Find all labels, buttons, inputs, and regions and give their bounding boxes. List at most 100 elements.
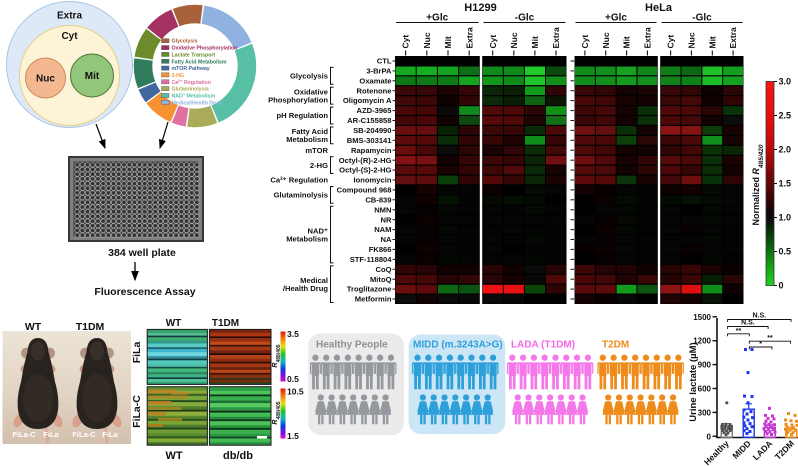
svg-text:CTL: CTL: [377, 57, 392, 66]
svg-text:Fluorescence Assay: Fluorescence Assay: [94, 286, 195, 298]
svg-text:SB-204990: SB-204990: [353, 126, 391, 135]
svg-text:Extra: Extra: [57, 11, 82, 22]
svg-text:/Health Drug: /Health Drug: [283, 284, 329, 293]
svg-text:NR: NR: [381, 215, 392, 224]
svg-text:1.5: 1.5: [779, 179, 792, 189]
svg-text:1500: 1500: [693, 313, 711, 322]
svg-text:FiLa-C: FiLa-C: [12, 430, 36, 439]
svg-text:Compound 968: Compound 968: [337, 186, 392, 195]
svg-text:Cyt: Cyt: [666, 35, 676, 49]
svg-text:Lactate Transport: Lactate Transport: [172, 52, 216, 58]
svg-text:Glycolysis: Glycolysis: [290, 72, 328, 81]
svg-text:Oxidative: Oxidative: [294, 88, 328, 97]
svg-text:1.5: 1.5: [287, 431, 299, 441]
svg-text:NAM: NAM: [374, 225, 391, 234]
svg-text:+Glc: +Glc: [605, 13, 627, 24]
svg-text:Cyt: Cyt: [61, 31, 78, 42]
svg-text:Nuc: Nuc: [509, 32, 519, 48]
svg-text:Mit: Mit: [443, 36, 453, 48]
svg-text:N.S.: N.S.: [752, 313, 766, 320]
svg-text:2-HG: 2-HG: [310, 161, 328, 170]
svg-text:FiLa: FiLa: [102, 430, 118, 439]
svg-text:Metformin: Metformin: [355, 295, 392, 304]
svg-text:0.5: 0.5: [287, 374, 299, 384]
svg-text:2-HG: 2-HG: [172, 73, 184, 79]
svg-text:Glycolysis: Glycolysis: [172, 39, 198, 45]
svg-text:NAD⁺: NAD⁺: [308, 226, 328, 235]
svg-text:NMN: NMN: [374, 205, 391, 214]
svg-text:LADA (T1DM): LADA (T1DM): [511, 340, 575, 351]
svg-text:300: 300: [698, 408, 712, 417]
svg-text:Healthy: Healthy: [702, 438, 731, 466]
svg-text:T2DM: T2DM: [602, 340, 629, 351]
svg-text:Cyt: Cyt: [580, 35, 590, 49]
svg-text:MIDD (m.3243A>G): MIDD (m.3243A>G): [413, 340, 503, 351]
svg-text:0: 0: [707, 432, 712, 441]
svg-text:0.5: 0.5: [779, 247, 792, 257]
svg-text:T1DM: T1DM: [76, 321, 105, 333]
svg-text:Oxamate: Oxamate: [359, 76, 391, 85]
svg-text:Rotenone: Rotenone: [356, 86, 391, 95]
svg-text:T2DM: T2DM: [773, 438, 796, 461]
svg-text:Mit: Mit: [85, 71, 100, 82]
svg-text:Mit: Mit: [622, 36, 632, 48]
svg-text:Nuc: Nuc: [422, 32, 432, 48]
svg-text:Ca2+ Regulation: Ca2+ Regulation: [172, 77, 211, 86]
svg-text:FiLa: FiLa: [43, 430, 59, 439]
svg-text:Cyt: Cyt: [401, 35, 411, 49]
svg-text:FK866: FK866: [369, 245, 392, 254]
svg-text:Phosphorylation: Phosphorylation: [268, 96, 328, 105]
svg-text:Oxidative Phosphorylation: Oxidative Phosphorylation: [172, 46, 238, 52]
svg-text:AR-C155858: AR-C155858: [347, 116, 391, 125]
svg-text:WT: WT: [25, 321, 42, 333]
svg-text:R488/405: R488/405: [272, 401, 282, 424]
svg-text:Urine lactate (µM): Urine lactate (µM): [688, 342, 699, 421]
svg-text:Extra: Extra: [551, 27, 561, 49]
svg-text:10.5: 10.5: [287, 387, 304, 397]
svg-text:1.0: 1.0: [779, 213, 792, 223]
svg-text:MitoQ: MitoQ: [370, 275, 392, 284]
svg-text:600: 600: [698, 385, 712, 394]
svg-text:Medical: Medical: [300, 276, 328, 285]
svg-text:Cyt: Cyt: [488, 35, 498, 49]
svg-text:Ca²⁺ Regulation: Ca²⁺ Regulation: [270, 176, 328, 185]
svg-text:Fatty Acid Metabolism: Fatty Acid Metabolism: [172, 59, 227, 65]
svg-text:*: *: [759, 341, 762, 348]
svg-text:R488/405: R488/405: [272, 344, 282, 367]
svg-text:**: **: [736, 328, 742, 335]
svg-text:T1DM: T1DM: [212, 318, 239, 329]
svg-text:Ionomycin: Ionomycin: [354, 176, 392, 185]
svg-text:LADA: LADA: [751, 438, 775, 462]
svg-text:Glutaminolysis: Glutaminolysis: [172, 87, 209, 93]
svg-text:2.0: 2.0: [779, 145, 792, 155]
svg-text:1200: 1200: [693, 337, 711, 346]
svg-text:HeLa: HeLa: [645, 2, 673, 14]
svg-text:Glutaminolysis: Glutaminolysis: [274, 191, 328, 200]
svg-text:Octyl-(S)-2-HG: Octyl-(S)-2-HG: [339, 166, 391, 175]
svg-text:MIDD: MIDD: [730, 438, 752, 460]
svg-text:Metabolism: Metabolism: [286, 234, 328, 243]
svg-text:Extra: Extra: [643, 27, 653, 49]
svg-text:-Glc: -Glc: [515, 13, 535, 24]
svg-text:900: 900: [698, 361, 712, 370]
svg-text:mTOR Pathway: mTOR Pathway: [172, 66, 210, 72]
svg-text:NA: NA: [381, 235, 392, 244]
svg-text:N.S.: N.S.: [741, 320, 755, 327]
svg-text:FiLa-C: FiLa-C: [72, 430, 96, 439]
svg-text:Octyl-(R)-2-HG: Octyl-(R)-2-HG: [339, 156, 392, 165]
svg-text:STF-118804: STF-118804: [350, 255, 393, 264]
svg-text:**: **: [767, 335, 773, 342]
svg-text:+Glc: +Glc: [426, 13, 448, 24]
svg-text:Troglitazone: Troglitazone: [347, 285, 392, 294]
svg-text:H1299: H1299: [464, 2, 496, 14]
svg-text:Medical/Health Drug: Medical/Health Drug: [172, 100, 222, 106]
svg-text:Nuc: Nuc: [687, 32, 697, 48]
svg-text:NAD+ Metabolism: NAD+ Metabolism: [172, 91, 216, 100]
svg-text:FiLa: FiLa: [131, 342, 143, 364]
svg-text:Nuc: Nuc: [36, 74, 55, 85]
svg-text:Oligomycin A: Oligomycin A: [343, 96, 392, 105]
svg-text:3-BrPA: 3-BrPA: [366, 67, 392, 76]
svg-text:0: 0: [779, 281, 784, 291]
svg-text:Healthy People: Healthy People: [316, 340, 388, 351]
svg-text:pH Regulation: pH Regulation: [277, 111, 329, 120]
